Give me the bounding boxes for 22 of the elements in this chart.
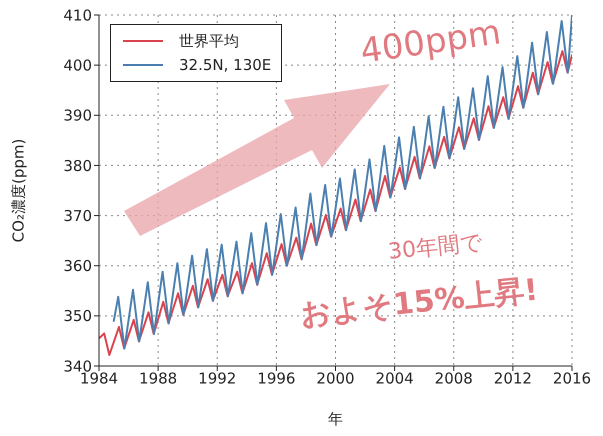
x-tick-label: 1996 [257, 370, 296, 388]
y-tick-label: 350 [63, 307, 92, 326]
legend-label: 32.5N, 130E [179, 55, 272, 76]
x-tick-label: 2000 [316, 370, 355, 388]
y-tick-label: 400 [63, 56, 92, 74]
y-tick-label: 360 [63, 257, 92, 276]
annotation: およそ15%上昇! [298, 272, 540, 334]
x-tick-label: 2004 [376, 370, 414, 388]
annotation: 400ppm [358, 12, 504, 72]
y-axis-title: CO₂濃度(ppm) [9, 138, 28, 242]
y-tick-label: 370 [63, 206, 92, 225]
x-tick-label: 1988 [139, 370, 178, 388]
legend-label: 世界平均 [179, 31, 239, 52]
x-axis-title: 年 [328, 410, 343, 428]
y-tick-label: 410 [63, 6, 92, 24]
y-tick-label: 390 [63, 106, 92, 125]
x-tick-label: 2008 [434, 370, 473, 388]
x-tick-label: 2012 [494, 370, 532, 388]
x-tick-label: 1992 [198, 370, 236, 388]
annotation: 30年間で [386, 229, 484, 267]
y-tick-label: 380 [63, 156, 92, 175]
x-tick-label: 2016 [552, 370, 592, 388]
